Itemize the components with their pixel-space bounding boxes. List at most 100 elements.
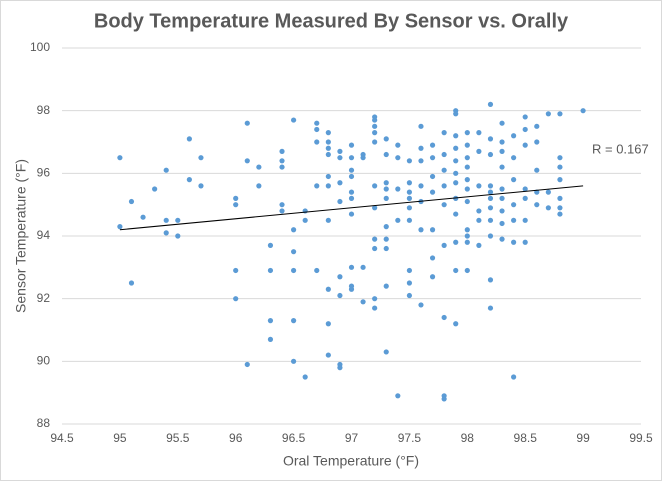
point [534, 123, 540, 129]
point [545, 205, 551, 211]
point [291, 318, 297, 324]
y-tick-label: 92 [37, 291, 51, 305]
point [186, 136, 192, 142]
point [487, 151, 494, 158]
point [244, 361, 250, 368]
point [383, 186, 389, 192]
point [325, 173, 331, 180]
y-axis-title: Sensor Temperature (°F) [13, 159, 29, 313]
point [557, 205, 563, 211]
point [418, 302, 424, 308]
point [453, 211, 459, 217]
point [464, 155, 470, 161]
point [372, 296, 378, 302]
y-tick-label: 98 [37, 103, 51, 117]
point [499, 195, 505, 201]
y-tick-label: 96 [37, 166, 51, 180]
point [372, 123, 378, 129]
point [186, 177, 192, 183]
point [441, 202, 447, 208]
point [395, 155, 401, 161]
point [487, 305, 494, 311]
point [476, 130, 482, 136]
point [522, 114, 528, 120]
point [175, 233, 181, 239]
point [302, 374, 308, 380]
point [418, 158, 424, 164]
point [522, 142, 528, 148]
trendline [119, 185, 584, 231]
point [163, 167, 169, 173]
x-tick-label: 97 [345, 431, 359, 445]
point [372, 183, 378, 189]
point [348, 195, 355, 201]
point [279, 148, 285, 154]
point [476, 183, 482, 189]
point [487, 217, 494, 223]
point [291, 227, 297, 233]
point [128, 198, 135, 205]
point [557, 211, 563, 217]
point [279, 208, 285, 214]
point [314, 120, 320, 126]
point [406, 189, 412, 195]
point [395, 186, 401, 192]
point [233, 267, 239, 274]
point [441, 167, 447, 173]
point [395, 217, 401, 223]
point [522, 195, 528, 201]
point [140, 214, 146, 220]
point [372, 205, 378, 211]
point [464, 177, 470, 183]
point [372, 305, 378, 311]
point [453, 239, 459, 245]
point [522, 217, 528, 223]
point [314, 183, 320, 189]
point [314, 267, 320, 274]
point [557, 195, 563, 201]
point [464, 142, 470, 148]
point [580, 108, 586, 114]
point [152, 186, 158, 192]
point [429, 274, 436, 280]
point [325, 139, 331, 145]
chart-title: Body Temperature Measured By Sensor vs. … [94, 10, 569, 32]
point [325, 130, 331, 136]
point [325, 183, 331, 189]
x-tick-label: 98.5 [514, 431, 538, 445]
point [267, 336, 274, 342]
point [406, 180, 412, 186]
point [233, 195, 239, 201]
point [314, 126, 320, 133]
point [198, 183, 204, 189]
x-tick-label: 94.5 [50, 431, 74, 445]
point [429, 142, 436, 148]
point [441, 396, 447, 402]
x-tick-label: 96 [229, 431, 243, 445]
point [441, 183, 447, 189]
point [418, 123, 424, 129]
point [325, 286, 331, 292]
point [325, 321, 331, 327]
point [117, 224, 123, 230]
point [464, 198, 470, 205]
point [267, 267, 274, 274]
point [511, 217, 517, 223]
point [557, 111, 563, 117]
point [325, 145, 331, 151]
point [383, 349, 389, 355]
point [198, 155, 204, 161]
point [522, 126, 528, 133]
point [464, 186, 470, 192]
point [337, 198, 343, 205]
y-tick-label: 88 [37, 416, 51, 430]
point [383, 224, 389, 230]
point [360, 264, 366, 270]
point [511, 155, 517, 161]
point [511, 202, 517, 208]
point [302, 217, 308, 223]
annotation: R = 0.167 [592, 141, 649, 156]
point [545, 111, 551, 117]
x-tick-label: 96.5 [282, 431, 306, 445]
